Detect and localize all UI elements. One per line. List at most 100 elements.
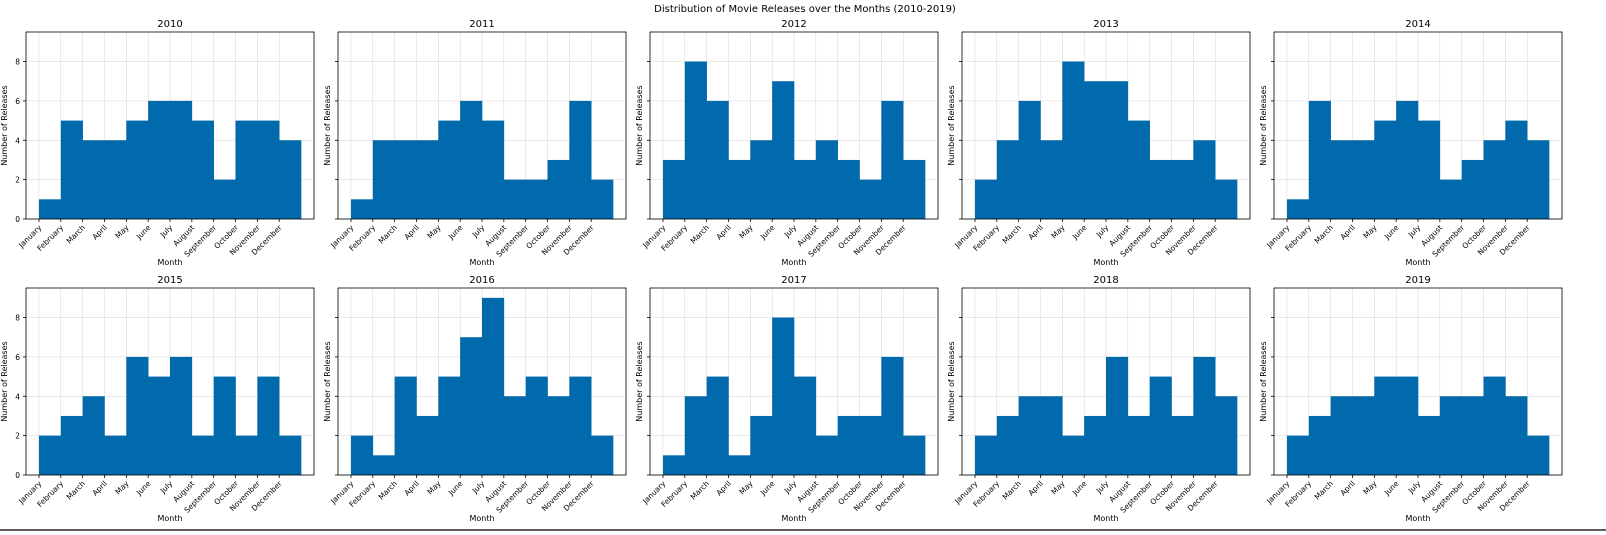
- bar-2018-may: [1062, 435, 1085, 475]
- bar-2011-october: [547, 159, 570, 219]
- bar-2017-june: [772, 317, 795, 475]
- bar-2013-august: [1127, 120, 1150, 219]
- y-tick-label: 2: [15, 432, 20, 441]
- x-tick-label: March: [377, 479, 400, 502]
- x-tick-label: April: [1338, 223, 1356, 241]
- bar-2010-february: [60, 120, 83, 219]
- bar-2017-august: [815, 435, 838, 475]
- bar-2011-july: [482, 120, 505, 219]
- subplot-title: 2011: [469, 19, 494, 30]
- subplot-title: 2018: [1093, 275, 1118, 286]
- x-tick-label: March: [1313, 223, 1336, 246]
- bar-2014-april: [1352, 140, 1375, 219]
- subplot-title: 2017: [781, 275, 806, 286]
- bar-2015-january: [38, 435, 62, 475]
- x-tick-label: July: [782, 223, 799, 240]
- bar-2018-february: [996, 415, 1019, 475]
- x-axis-label: Month: [781, 514, 806, 523]
- x-tick-label: April: [1338, 479, 1356, 497]
- bar-2013-january: [974, 179, 998, 219]
- y-tick-label: 6: [15, 353, 20, 362]
- bar-2019-june: [1396, 376, 1419, 475]
- bar-2014-october: [1483, 140, 1506, 219]
- bar-2012-february: [684, 61, 707, 219]
- bar-2017-february: [684, 396, 707, 475]
- bar-2014-march: [1330, 140, 1353, 219]
- bar-2011-september: [525, 179, 548, 219]
- x-tick-label: March: [377, 223, 400, 246]
- x-tick-label: June: [446, 479, 465, 498]
- y-axis-label: Number of Releases: [323, 85, 332, 165]
- x-axis-label: Month: [469, 514, 494, 523]
- bar-2015-june: [148, 376, 171, 475]
- x-axis-label: Month: [1405, 514, 1430, 523]
- bar-2018-march: [1018, 396, 1041, 475]
- bar-2010-september: [213, 179, 236, 219]
- bar-2019-may: [1374, 376, 1397, 475]
- x-tick-label: June: [134, 223, 153, 242]
- subplot-title: 2014: [1405, 19, 1430, 30]
- bar-2011-june: [460, 100, 483, 219]
- bar-2017-july: [794, 376, 817, 475]
- bar-2016-may: [438, 376, 461, 475]
- bar-2017-april: [728, 455, 751, 475]
- bar-2017-october: [859, 415, 882, 475]
- bar-2015-may: [126, 356, 149, 475]
- x-tick-label: June: [1070, 223, 1089, 242]
- y-tick-label: 4: [15, 136, 20, 145]
- y-axis-label: Number of Releases: [1259, 85, 1268, 165]
- bar-2016-june: [460, 337, 483, 475]
- y-axis-label: Number of Releases: [0, 85, 9, 165]
- bar-2019-august: [1439, 396, 1462, 475]
- subplot-title: 2013: [1093, 19, 1118, 30]
- x-tick-label: April: [714, 479, 732, 497]
- bar-2015-july: [170, 356, 193, 475]
- bar-2019-september: [1461, 396, 1484, 475]
- bar-2019-april: [1352, 396, 1375, 475]
- bar-2018-november: [1193, 356, 1216, 475]
- y-axis-label: Number of Releases: [947, 341, 956, 421]
- x-tick-label: June: [758, 223, 777, 242]
- bar-2012-april: [728, 159, 751, 219]
- bar-2012-may: [750, 140, 773, 219]
- bar-2015-february: [60, 415, 83, 475]
- x-tick-label: March: [65, 479, 88, 502]
- bar-2015-august: [191, 435, 214, 475]
- bar-2017-november: [881, 356, 904, 475]
- subplot-title: 2012: [781, 19, 806, 30]
- x-axis-label: Month: [1405, 258, 1430, 267]
- bar-2012-january: [662, 159, 686, 219]
- bar-2013-july: [1106, 81, 1129, 219]
- bar-2016-january: [350, 435, 374, 475]
- x-tick-label: April: [1026, 223, 1044, 241]
- x-tick-label: March: [689, 479, 712, 502]
- bar-2012-july: [794, 159, 817, 219]
- x-tick-label: March: [65, 223, 88, 246]
- bar-2019-january: [1286, 435, 1310, 475]
- subplot-title: 2019: [1405, 275, 1430, 286]
- bar-2013-november: [1193, 140, 1216, 219]
- y-tick-label: 2: [15, 176, 20, 185]
- bar-2018-july: [1106, 356, 1129, 475]
- bar-2014-january: [1286, 199, 1310, 219]
- x-tick-label: June: [1070, 479, 1089, 498]
- y-tick-label: 8: [15, 314, 20, 323]
- bar-2015-december: [279, 435, 302, 475]
- bar-2017-december: [903, 435, 926, 475]
- bar-2015-april: [104, 435, 127, 475]
- bar-2011-may: [438, 120, 461, 219]
- bar-2014-july: [1418, 120, 1441, 219]
- x-axis-label: Month: [469, 258, 494, 267]
- y-axis-label: Number of Releases: [0, 341, 9, 421]
- bar-2010-july: [170, 100, 193, 219]
- bar-2019-december: [1527, 435, 1550, 475]
- bar-2015-september: [213, 376, 236, 475]
- x-tick-label: July: [782, 479, 799, 496]
- x-axis-label: Month: [1093, 258, 1118, 267]
- bar-2014-may: [1374, 120, 1397, 219]
